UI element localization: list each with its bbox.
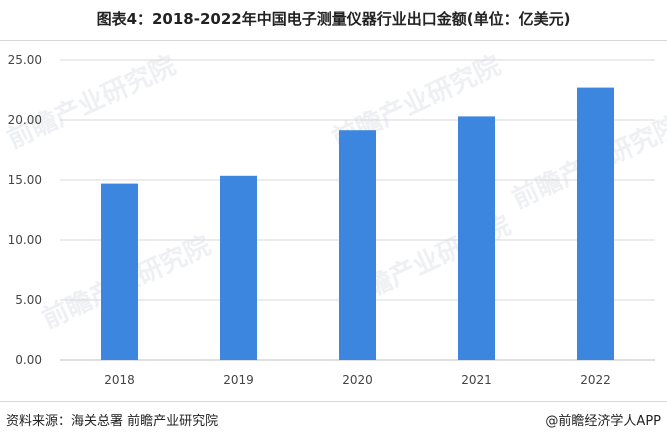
chart-title: 图表4：2018-2022年中国电子测量仪器行业出口金额(单位：亿美元) bbox=[96, 10, 571, 28]
x-tick-label: 2019 bbox=[223, 373, 254, 387]
bar-2021 bbox=[458, 116, 495, 361]
bar-2018 bbox=[101, 183, 138, 360]
bar-2019 bbox=[220, 175, 257, 360]
x-tick-label: 2020 bbox=[342, 373, 373, 387]
y-axis-ticks: 0.00 5.00 10.00 15.00 20.00 25.00 bbox=[8, 53, 42, 367]
brand-credit: @前瞻经济学人APP bbox=[545, 414, 661, 429]
x-tick-label: 2022 bbox=[580, 373, 611, 387]
bar-2020 bbox=[339, 130, 376, 360]
bars bbox=[101, 87, 614, 361]
bar-2022 bbox=[577, 87, 614, 360]
y-tick-label: 10.00 bbox=[8, 233, 42, 247]
bar-chart: 前瞻产业研究院前瞻产业研究院前瞻产业研究院前瞻产业研究院前瞻产业研究院 0.00… bbox=[2, 50, 667, 387]
x-axis-ticks: 2018 2019 2020 2021 2022 bbox=[104, 373, 611, 387]
source-note: 资料来源：海关总署 前瞻产业研究院 bbox=[6, 414, 219, 429]
x-tick-label: 2021 bbox=[461, 373, 492, 387]
y-tick-label: 25.00 bbox=[8, 53, 42, 67]
y-tick-label: 5.00 bbox=[15, 293, 42, 307]
y-tick-label: 15.00 bbox=[8, 173, 42, 187]
y-tick-label: 20.00 bbox=[8, 113, 42, 127]
y-tick-label: 0.00 bbox=[15, 353, 42, 367]
x-tick-label: 2018 bbox=[104, 373, 135, 387]
